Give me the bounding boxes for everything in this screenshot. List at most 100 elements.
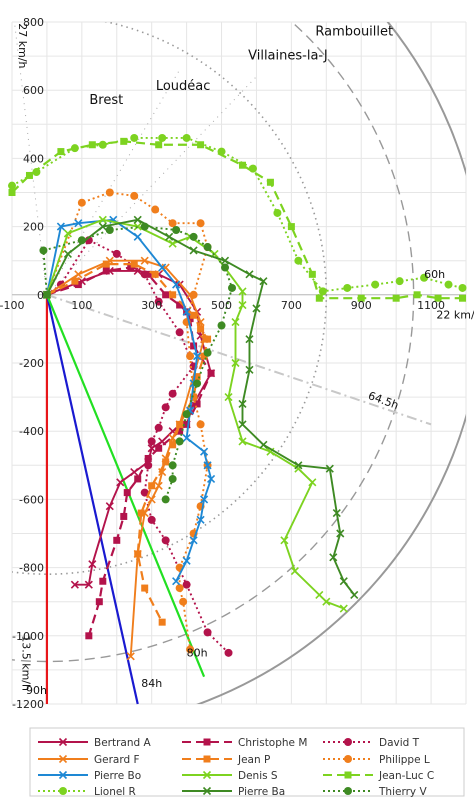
series-denis-s-point (63, 229, 72, 238)
distance-arc (195, 22, 466, 704)
series-christophe-m-point (99, 577, 107, 585)
speed-label: 27 km/h (16, 23, 29, 68)
marker-stroke (245, 335, 254, 344)
series-jean-p-point (71, 277, 79, 285)
series-gerard-f-point (154, 481, 163, 490)
series-group (8, 133, 467, 661)
marker-stroke (98, 215, 107, 224)
grid (11, 21, 467, 705)
series-thierry-v-point (77, 236, 86, 245)
marker-stroke (168, 433, 177, 443)
time-label: 84h (141, 677, 162, 690)
marker-stroke (105, 502, 114, 511)
series-denis-s-point (280, 536, 289, 545)
series-jean-luc-c-point (434, 294, 442, 302)
marker-stroke (172, 577, 181, 586)
legend-jean-p: Jean P (182, 754, 270, 766)
series-jean-p-point (200, 352, 208, 360)
time-label: 90h (26, 684, 47, 697)
series-david-t-point (175, 328, 184, 337)
series-christophe-m-point (95, 598, 103, 606)
marker-stroke (130, 468, 139, 477)
series-lionel-r-point (130, 133, 139, 142)
series-jean-p (43, 260, 212, 626)
series-gerard-f-point (74, 270, 83, 279)
marker-stroke (294, 461, 303, 470)
marker-stroke (158, 468, 167, 477)
marker-stroke (196, 515, 205, 524)
series-jean-p-point (141, 584, 149, 592)
series-pierre-ba-point (252, 304, 261, 313)
marker-stroke (88, 560, 97, 569)
legend-lionel-r: Lionel R (38, 786, 136, 798)
legend-denis-s: Denis S (182, 770, 278, 782)
series-philippe-l-point (105, 188, 114, 197)
marker-stroke (245, 365, 254, 374)
series-christophe-m-point (113, 536, 121, 544)
series-jean-luc-c-point (57, 148, 65, 156)
marker-stroke (63, 229, 72, 238)
marker-stroke (58, 754, 68, 764)
legend-philippe-l-marker (344, 755, 352, 763)
marker-stroke (193, 352, 202, 361)
marker-stroke (70, 580, 79, 589)
x-tick-label: 500 (211, 299, 232, 312)
speed-label: 13.5 km/h (19, 635, 32, 691)
series-david-t-point (144, 461, 153, 470)
speed-label: 22 km/h (436, 309, 474, 322)
series-bertrand-a-point (105, 502, 114, 511)
series-jean-luc-c-point (413, 291, 421, 299)
series-lionel-r-point (458, 283, 467, 292)
legend-david-t-marker (344, 738, 352, 746)
series-thierry-v-point (189, 232, 198, 241)
series-christophe-m-point (144, 454, 152, 462)
series-pierre-ba-point (329, 553, 338, 562)
legend-thierry-v-label: Thierry V (378, 786, 427, 798)
marker-stroke (63, 249, 72, 258)
marker-stroke (238, 300, 247, 310)
series-thierry-v-point (203, 243, 212, 252)
series-pierre-bo-point (182, 307, 191, 316)
series-jean-luc-c-point (315, 294, 323, 302)
marker-stroke (74, 270, 83, 279)
marker-stroke (238, 287, 247, 296)
series-christophe-m-point (102, 267, 110, 275)
series-lionel-r-point (217, 147, 226, 156)
series-jean-p-point (169, 291, 177, 299)
legend-pierre-bo-label: Pierre Bo (94, 770, 141, 782)
series-jean-p-point (193, 373, 201, 381)
x-tick-label: 300 (141, 299, 162, 312)
x-tick-label: 100 (71, 299, 92, 312)
series-thierry-v (39, 222, 237, 504)
series-philippe-l-point (179, 597, 188, 606)
series-pierre-bo-point (133, 232, 142, 241)
y-tick-label: 400 (23, 152, 44, 165)
series-philippe-l-point (186, 645, 195, 654)
marker-stroke (172, 280, 181, 289)
series-pierre-ba-point (238, 399, 247, 408)
series-pierre-ba-point (339, 577, 348, 586)
series-thierry-v-point (172, 226, 181, 235)
series-pierre-ba-point (165, 232, 174, 241)
series-pierre-bo-point (193, 352, 202, 361)
series-pierre-ba-point (336, 529, 345, 538)
series-denis-s-point (315, 590, 324, 599)
marker-stroke (325, 464, 334, 473)
series-gerard-f-line (46, 259, 206, 657)
series-david-t-point (224, 648, 233, 657)
y-tick-label: -800 (19, 562, 44, 575)
axis-ticks: -100 100 300 500 700 900 1100 800 600 400 200 0 -200… (0, 16, 445, 711)
series-bertrand-a-point (88, 560, 97, 569)
series-pierre-bo-point (200, 447, 209, 456)
series-jean-luc-c-point (459, 294, 467, 302)
series-gerard-f-point (126, 652, 135, 661)
series-david-t-point (140, 488, 149, 497)
series-denis-s-point (290, 566, 299, 576)
marker-stroke (206, 474, 216, 484)
series-jean-p-point (102, 260, 110, 268)
series-bertrand-a-point (70, 580, 79, 589)
series-jean-p-point (148, 482, 156, 490)
series-gerard-f-point (147, 495, 156, 504)
series-thierry-v-point (168, 474, 177, 483)
marker-stroke (202, 770, 212, 780)
